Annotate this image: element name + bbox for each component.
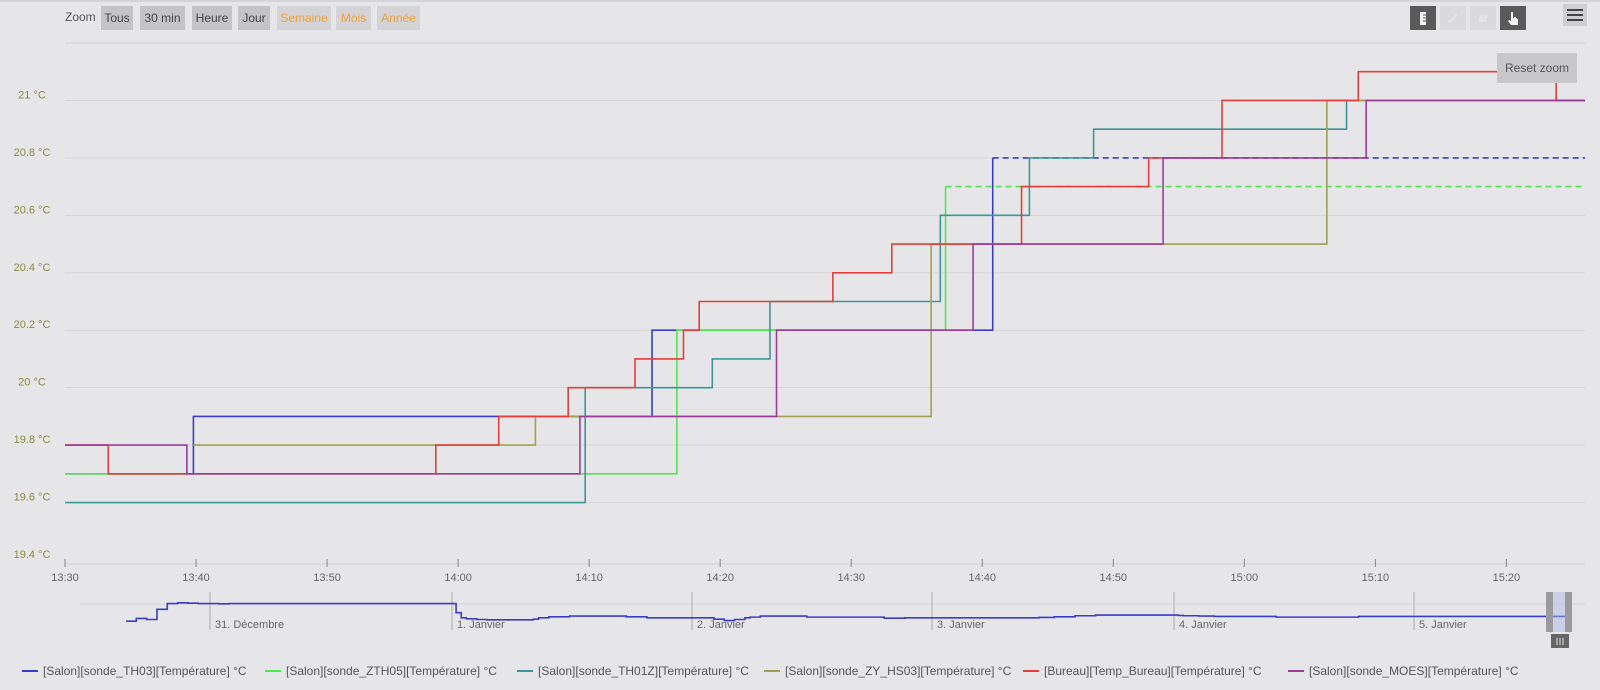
legend-label: [Salon][sonde_ZY_HS03][Température] °C <box>785 664 1012 678</box>
range-button-annee[interactable]: Année <box>377 6 420 30</box>
eraser-icon <box>1479 15 1487 22</box>
x-tick-label: 14:00 <box>444 572 472 584</box>
x-tick-label: 15:10 <box>1362 572 1390 584</box>
legend-label: [Bureau][Temp_Bureau][Température] °C <box>1044 664 1262 678</box>
range-button-jour[interactable]: Jour <box>238 6 270 30</box>
y-axis: 19.4 °C 19.6 °C 19.8 °C 20 °C 20.2 °C 20.4 °C… <box>14 89 51 561</box>
y-tick-label: 19.4 °C <box>14 549 51 561</box>
x-tick-label: 14:40 <box>968 572 996 584</box>
y-tick-label: 20.8 °C <box>14 147 51 159</box>
legend-label: [Salon][sonde_ZTH05][Température] °C <box>286 664 497 678</box>
legend-swatch <box>22 669 38 672</box>
series-line-th03[interactable] <box>65 157 994 475</box>
pan-tool-button[interactable] <box>1500 6 1526 30</box>
y-tick-label: 20.2 °C <box>14 319 51 331</box>
legend-item-zth05[interactable]: [Salon][sonde_ZTH05][Température] °C <box>265 664 497 678</box>
legend-item-bureau[interactable]: [Bureau][Temp_Bureau][Température] °C <box>1023 664 1262 678</box>
navigator-series-line <box>126 602 1565 622</box>
y-tick-label: 20 °C <box>18 377 46 389</box>
y-tick-label: 19.6 °C <box>14 492 51 504</box>
pencil-icon <box>1448 13 1458 24</box>
navigator-date-label: 31. Décembre <box>215 619 284 631</box>
y-tick-label: 20.4 °C <box>14 262 51 274</box>
x-tick-label: 14:10 <box>575 572 603 584</box>
range-button-heure[interactable]: Heure <box>192 6 232 30</box>
legend-item-th03[interactable]: [Salon][sonde_TH03][Température] °C <box>22 664 247 678</box>
x-axis: 13:30 13:40 13:50 14:00 14:10 14:20 14:30 14:40… <box>51 559 1585 584</box>
legend-swatch <box>1023 669 1039 672</box>
x-tick-label: 13:30 <box>51 572 79 584</box>
temperature-chart[interactable]: 19.4 °C 19.6 °C 19.8 °C 20 °C 20.2 °C 20.4 °C… <box>0 0 1600 660</box>
navigator-date-label: 4. Janvier <box>1179 619 1227 631</box>
legend-swatch <box>517 669 533 672</box>
x-tick-label: 14:20 <box>706 572 734 584</box>
navigator-date-label: 2. Janvier <box>697 619 745 631</box>
reset-zoom-button[interactable]: Reset zoom <box>1497 53 1577 83</box>
legend-item-th01z[interactable]: [Salon][sonde_TH01Z][Température] °C <box>517 664 749 678</box>
legend-item-zy-hs03[interactable]: [Salon][sonde_ZY_HS03][Température] °C <box>764 664 1011 678</box>
y-tick-label: 19.8 °C <box>14 434 51 446</box>
series-line-bureau[interactable] <box>65 70 1585 475</box>
zoom-label: Zoom <box>65 10 96 24</box>
series-line-th01z[interactable] <box>65 99 1585 504</box>
x-tick-label: 14:30 <box>837 572 865 584</box>
legend-label: [Salon][sonde_TH01Z][Température] °C <box>538 664 749 678</box>
navigator-handle-left[interactable] <box>1546 592 1553 632</box>
y-tick-label: 20.6 °C <box>14 204 51 216</box>
range-button-30min[interactable]: 30 min <box>140 6 185 30</box>
y-tick-label: 21 °C <box>18 89 46 101</box>
navigator[interactable]: 31. Décembre 1. Janvier 2. Janvier 3. Janvi… <box>80 592 1585 648</box>
navigator-date-label: 5. Janvier <box>1419 619 1467 631</box>
ruler-tool-button[interactable] <box>1410 6 1436 30</box>
x-tick-label: 13:50 <box>313 572 341 584</box>
legend-item-moes[interactable]: [Salon][sonde_MOES][Température] °C <box>1288 664 1519 678</box>
range-button-tous[interactable]: Tous <box>101 6 133 30</box>
pencil-tool-button[interactable] <box>1440 6 1466 30</box>
x-tick-label: 14:50 <box>1100 572 1128 584</box>
navigator-handle-right[interactable] <box>1565 592 1572 632</box>
x-tick-label: 13:40 <box>182 572 210 584</box>
legend-label: [Salon][sonde_TH03][Température] °C <box>43 664 247 678</box>
series-line-moes[interactable] <box>65 99 1585 475</box>
hand-pointer-icon <box>1508 12 1518 25</box>
legend-swatch <box>1288 669 1304 672</box>
legend: [Salon][sonde_TH03][Température] °C [Sal… <box>0 664 1600 684</box>
ruler-icon <box>1420 12 1426 25</box>
x-tick-label: 15:20 <box>1493 572 1521 584</box>
legend-swatch <box>764 669 780 672</box>
navigator-date-label: 3. Janvier <box>937 619 985 631</box>
legend-label: [Salon][sonde_MOES][Température] °C <box>1309 664 1519 678</box>
series-lines <box>65 70 1585 504</box>
range-button-semaine[interactable]: Semaine <box>277 6 331 30</box>
eraser-tool-button[interactable] <box>1470 6 1496 30</box>
legend-swatch <box>265 669 281 672</box>
navigator-date-label: 1. Janvier <box>457 619 505 631</box>
range-button-mois[interactable]: Mois <box>336 6 371 30</box>
chart-menu-button[interactable] <box>1563 4 1587 26</box>
x-tick-label: 15:00 <box>1231 572 1259 584</box>
top-border <box>0 0 1600 2</box>
